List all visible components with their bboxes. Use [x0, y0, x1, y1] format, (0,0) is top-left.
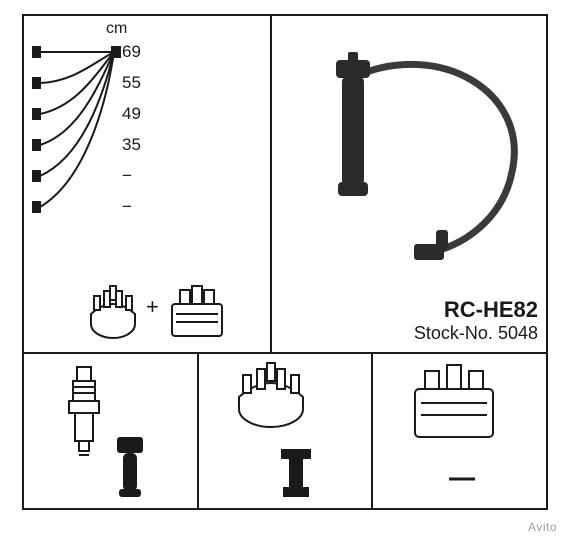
top-row: cm 69 55 49 35 − −: [24, 16, 546, 354]
length-value-5: −: [122, 197, 141, 217]
plus-icon: +: [146, 294, 159, 320]
ignition-coil-icon: [395, 361, 525, 501]
length-value-2: 49: [122, 104, 141, 124]
bottom-cell-spark-plug: [24, 354, 199, 508]
bottom-row: [24, 354, 546, 508]
cable-schematic-icon: [32, 44, 122, 254]
part-number-block: RC-HE82 Stock-No. 5048: [414, 297, 538, 344]
length-unit-label: cm: [106, 20, 127, 38]
spark-plug-icon: [55, 361, 165, 501]
cable-length-panel: cm 69 55 49 35 − −: [24, 16, 272, 352]
ignition-coil-small-icon: [166, 284, 228, 342]
product-photo-panel: RC-HE82 Stock-No. 5048: [272, 16, 546, 352]
stock-label: Stock-No.: [414, 323, 493, 343]
length-value-0: 69: [122, 42, 141, 62]
diagram-frame: cm 69 55 49 35 − −: [22, 14, 548, 510]
stock-line: Stock-No. 5048: [414, 323, 538, 344]
length-value-4: −: [122, 166, 141, 186]
length-value-1: 55: [122, 73, 141, 93]
part-code: RC-HE82: [414, 297, 538, 323]
length-value-3: 35: [122, 135, 141, 155]
length-values: 69 55 49 35 − −: [122, 42, 141, 217]
watermark-text: Avito: [528, 520, 557, 534]
distributor-cap-icon: [225, 361, 345, 501]
distributor-cap-small-icon: [86, 284, 140, 342]
bottom-cell-coil: [373, 354, 546, 508]
stock-no: 5048: [498, 323, 538, 343]
ignition-lead-icon: [280, 22, 540, 282]
bottom-cell-distributor-cap: [199, 354, 374, 508]
